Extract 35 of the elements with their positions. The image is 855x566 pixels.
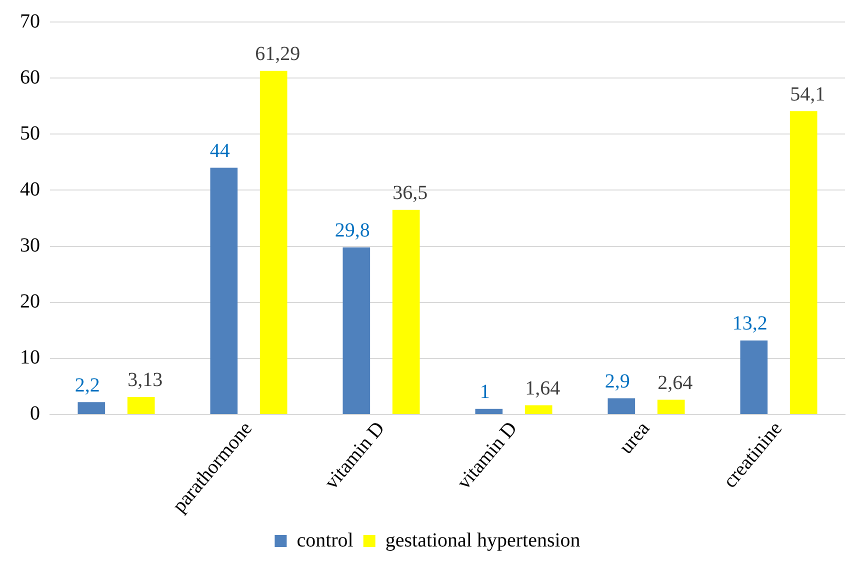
data-label: 13,2: [732, 312, 768, 335]
data-label: 54,1: [790, 83, 826, 106]
bar: [790, 111, 818, 414]
data-label: 44: [210, 140, 230, 162]
bar: [78, 402, 106, 414]
y-tick-label: 0: [30, 402, 40, 425]
y-tick-label: 70: [20, 10, 40, 32]
bar: [392, 210, 420, 414]
y-tick-label: 60: [20, 66, 40, 88]
data-label: 36,5: [392, 182, 428, 204]
y-tick-label: 10: [20, 346, 40, 369]
legend-label: control: [296, 529, 354, 552]
data-label: 3,13: [128, 369, 163, 392]
data-label: 2,9: [604, 370, 630, 392]
bar: [740, 340, 768, 414]
bar: [210, 168, 238, 414]
bar: [475, 408, 503, 414]
data-label: 2,2: [74, 374, 100, 396]
bar: [127, 396, 155, 414]
y-tick-label: 40: [20, 178, 40, 200]
bar: [342, 247, 370, 414]
bar: [260, 70, 288, 414]
bar: [524, 405, 552, 414]
data-label: 61,29: [255, 43, 300, 66]
legend-label: gestational hypertension: [385, 529, 580, 552]
bar: [657, 400, 685, 414]
data-label: 29,8: [334, 220, 370, 242]
y-tick-label: 30: [20, 234, 40, 257]
y-tick-label: 50: [20, 122, 40, 144]
x-tick-label: urea: [615, 418, 654, 458]
data-label: 2,64: [658, 372, 693, 394]
y-tick-label: 20: [20, 290, 40, 313]
data-label: 1: [480, 381, 490, 404]
data-label: 1,64: [525, 378, 560, 400]
bar: [608, 398, 636, 414]
